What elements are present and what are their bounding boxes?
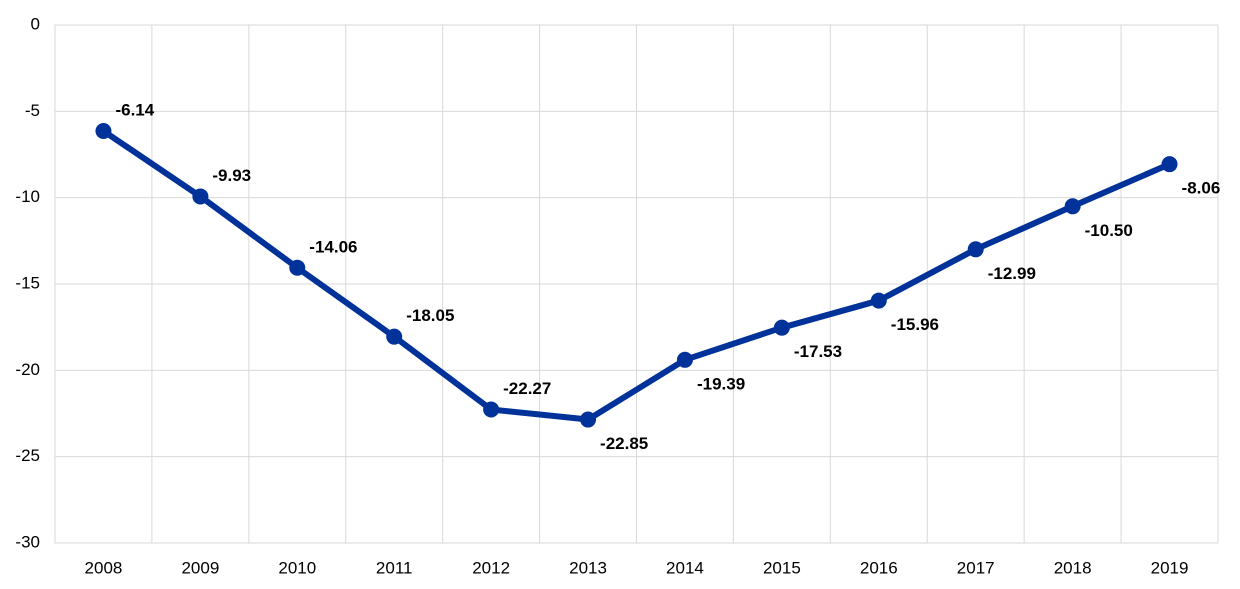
data-point: [192, 188, 209, 205]
x-tick-label: 2011: [376, 558, 413, 577]
data-label: -9.93: [212, 166, 251, 185]
data-label: -17.53: [794, 342, 842, 361]
x-tick-label: 2014: [666, 558, 704, 577]
data-point: [1161, 156, 1178, 173]
data-point: [483, 401, 500, 418]
data-point: [676, 351, 693, 368]
x-tick-label: 2010: [278, 558, 316, 577]
y-tick-label: 0: [31, 14, 40, 33]
data-point: [95, 123, 112, 140]
data-label: -18.05: [406, 306, 454, 325]
x-tick-label: 2015: [763, 558, 801, 577]
data-point: [967, 241, 984, 258]
data-label: -22.85: [600, 434, 648, 453]
y-tick-label: -20: [15, 360, 40, 379]
data-label: -19.39: [697, 374, 745, 393]
data-point: [580, 411, 597, 428]
data-line: [101, 128, 1171, 423]
x-tick-label: 2016: [860, 558, 898, 577]
y-tick-label: -15: [15, 273, 40, 292]
x-tick-label: 2009: [181, 558, 219, 577]
data-point: [289, 259, 306, 276]
x-tick-label: 2018: [1054, 558, 1092, 577]
data-point: [870, 292, 887, 309]
x-tick-label: 2017: [957, 558, 995, 577]
data-point: [773, 319, 790, 336]
x-tick-label: 2008: [85, 558, 123, 577]
y-tick-label: -10: [15, 187, 40, 206]
y-tick-label: -30: [15, 532, 40, 551]
data-point: [1064, 198, 1081, 215]
x-tick-label: 2013: [569, 558, 607, 577]
data-label: -10.50: [1085, 221, 1133, 240]
data-label: -12.99: [988, 264, 1036, 283]
data-point: [386, 328, 403, 345]
data-label: -22.27: [503, 379, 551, 398]
y-tick-label: -25: [15, 446, 40, 465]
data-label: -15.96: [891, 315, 939, 334]
data-label: -6.14: [115, 101, 154, 120]
y-tick-label: -5: [25, 101, 40, 120]
data-label: -14.06: [309, 237, 357, 256]
x-tick-label: 2019: [1151, 558, 1189, 577]
x-tick-label: 2012: [472, 558, 510, 577]
data-label: -8.06: [1182, 179, 1221, 198]
